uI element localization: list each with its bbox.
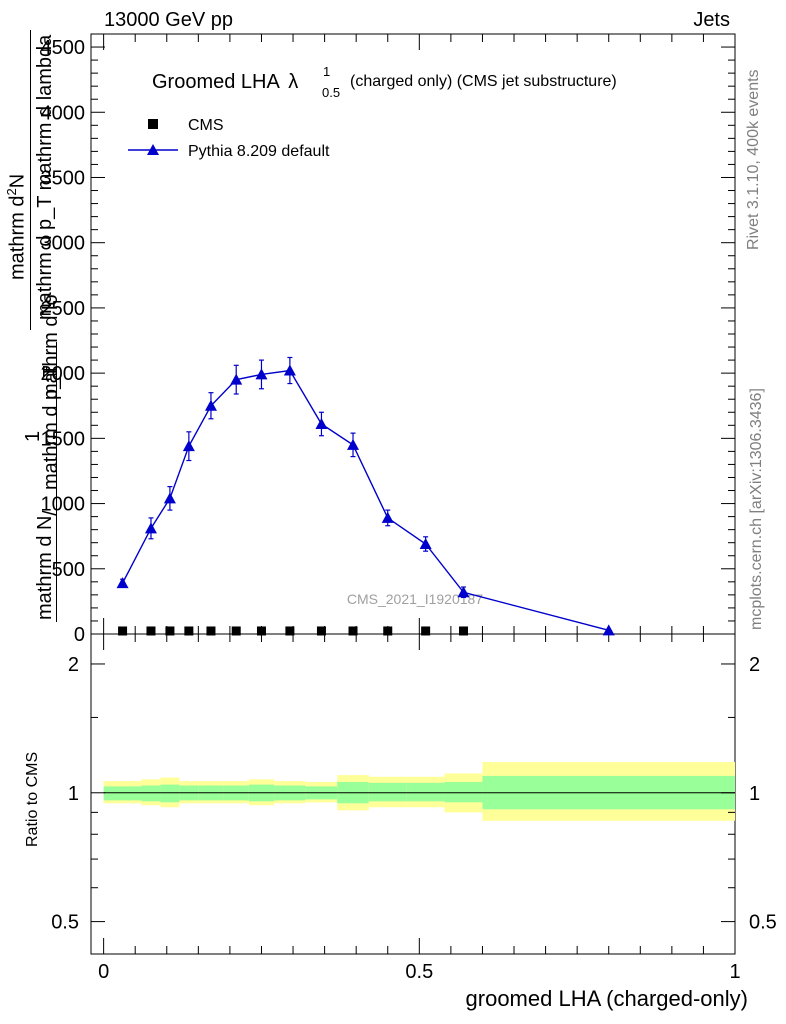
- ratio-y-tick-label-left: 0.5: [51, 912, 79, 934]
- cms-data-point: [206, 626, 216, 636]
- legend-cms-marker: [148, 119, 158, 129]
- ratio-uncertainty-bands: [103, 762, 735, 821]
- pythia-series-line: [121, 369, 609, 632]
- pythia-data-point: [347, 438, 360, 450]
- x-tick-label: 0: [98, 961, 109, 983]
- ratio-inner-band-bin: [406, 782, 445, 802]
- cms-data-point: [118, 626, 128, 636]
- y-axis-label-sep: /: [40, 510, 62, 516]
- ratio-y-tick-label-right: 2: [749, 654, 760, 676]
- y-axis-label-rhs-d: mathrm d: [6, 195, 29, 280]
- analysis-watermark: CMS_2021_I1920187: [347, 591, 483, 607]
- y-axis-label-rhs-num: mathrm d2N: [4, 174, 30, 280]
- main-y-tick-label: 3000: [41, 233, 86, 255]
- ratio-inner-band-bin: [444, 781, 483, 803]
- series-layer: [116, 356, 615, 636]
- legend: CMS Pythia 8.209 default: [128, 117, 330, 160]
- cms-data-point: [146, 626, 156, 636]
- ratio-y-tick-label-left: 1: [68, 783, 79, 805]
- pythia-data-point: [602, 624, 615, 636]
- legend-pythia-marker: [147, 144, 159, 155]
- ratio-y-tick-label-right: 1: [749, 783, 760, 805]
- pythia-data-point: [182, 440, 195, 452]
- ratio-inner-band-bin: [160, 784, 180, 803]
- header-category: Jets: [693, 9, 730, 31]
- cms-data-point: [383, 626, 393, 636]
- pythia-data-point: [457, 586, 470, 598]
- cms-data-point: [184, 626, 194, 636]
- ratio-inner-band-bin: [141, 785, 161, 802]
- y-axis-label: 1 mathrm d N / mathrm d p_T mathrm d lo …: [4, 30, 84, 630]
- x-axis-label: groomed LHA (charged-only): [466, 986, 748, 1011]
- chart-title: Groomed LHA λ: [152, 71, 298, 93]
- pythia-data-point: [230, 373, 243, 385]
- y-axis-label-rhs-bar: [30, 30, 31, 330]
- main-y-tick-label: 500: [52, 559, 85, 581]
- legend-cms-label: CMS: [188, 117, 224, 134]
- pythia-data-point: [204, 399, 217, 411]
- legend-pythia-label: Pythia 8.209 default: [188, 143, 330, 160]
- pythia-data-point: [163, 492, 176, 504]
- main-y-tick-label: 4000: [41, 102, 86, 124]
- main-y-tick-label: 2000: [41, 363, 86, 385]
- cms-data-point: [421, 626, 431, 636]
- pythia-data-point: [283, 364, 296, 376]
- chart-title-lambda-sup: 1: [323, 64, 330, 79]
- chart-title-suffix: (charged only) (CMS jet substructure): [350, 73, 617, 90]
- chart-title-lambda-sub: 0.5: [322, 85, 340, 100]
- ratio-inner-band-bin: [368, 782, 407, 802]
- pythia-data-point: [315, 418, 328, 429]
- pythia-data-point: [116, 577, 129, 589]
- chart-title-lambda: λ: [288, 71, 298, 93]
- x-tick-label: 0.5: [405, 961, 433, 983]
- y-axis-label-rhs-n: N: [6, 173, 29, 189]
- ratio-y-tick-label-left: 2: [68, 654, 79, 676]
- pythia-data-point: [144, 522, 157, 534]
- pythia-data-point: [419, 538, 432, 549]
- cms-data-point: [256, 626, 266, 636]
- cms-data-point: [285, 626, 295, 636]
- x-tick-label: 1: [729, 961, 740, 983]
- y-axis-label-frac-num: mathrm d N: [34, 515, 56, 620]
- cms-data-point: [316, 626, 326, 636]
- main-y-tick-label: 0: [74, 624, 85, 646]
- main-y-tick-label: 3500: [41, 167, 86, 189]
- ratio-y-axis-label: Ratio to CMS: [24, 751, 41, 847]
- cms-data-point: [231, 626, 241, 636]
- header-process: 13000 GeV pp: [104, 9, 233, 31]
- main-y-tick-label: 4500: [41, 37, 86, 59]
- main-y-tick-label: 1000: [41, 494, 86, 516]
- cms-data-point: [165, 626, 175, 636]
- pythia-data-point: [255, 368, 268, 380]
- ratio-y-tick-label-right: 0.5: [749, 912, 777, 934]
- y-axis-label-rhs-den: mathrm d p_T mathrm d lambda: [34, 34, 56, 320]
- pythia-data-point: [381, 511, 394, 523]
- ratio-inner-band-bin: [103, 786, 142, 801]
- main-y-ticks: 0 500 1000 1500 2000 2500 3000 3500 4000 4500: [41, 33, 735, 646]
- main-y-tick-label: 1500: [41, 428, 86, 450]
- ratio-y-ticks: 0.5 0.5 1 1 2 2: [51, 654, 777, 934]
- x-ticks: 0 0.5 1: [98, 34, 741, 983]
- main-y-tick-label: 2500: [41, 298, 86, 320]
- y-axis-label-rhs-sup: 2: [4, 188, 19, 196]
- cms-data-point: [348, 626, 358, 636]
- cms-data-point: [459, 626, 469, 636]
- chart-title-main: Groomed LHA: [152, 71, 280, 93]
